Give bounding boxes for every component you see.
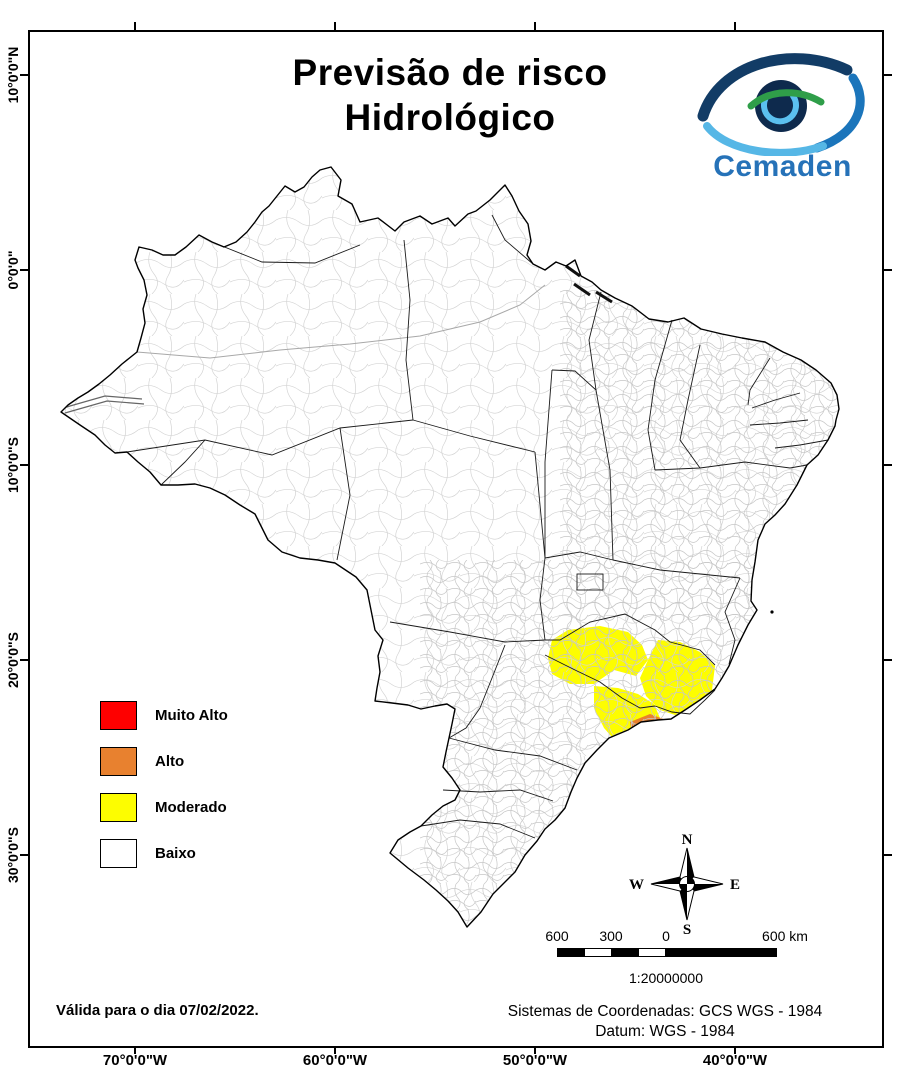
- tick: [884, 659, 892, 661]
- legend-item-baixo: Baixo: [100, 838, 228, 868]
- tick: [884, 464, 892, 466]
- tick: [20, 854, 28, 856]
- alto-label: Alto: [155, 752, 185, 770]
- scale-segment: [611, 948, 639, 957]
- compass-n: N: [682, 832, 693, 848]
- scale-label-0: 0: [662, 928, 670, 944]
- moderado-label: Moderado: [155, 798, 227, 816]
- legend-item-muito-alto: Muito Alto: [100, 700, 228, 730]
- scale-label-300: 300: [599, 928, 623, 944]
- tick: [734, 1046, 736, 1054]
- risk-legend: Muito Alto Alto Moderado Baixo: [100, 700, 228, 884]
- page-title: Previsão de risco Hidrológico: [170, 50, 730, 140]
- legend-item-moderado: Moderado: [100, 792, 228, 822]
- compass-e: E: [730, 877, 740, 893]
- coordinate-system-note: Sistemas de Coordenadas: GCS WGS - 1984 …: [450, 1002, 880, 1042]
- tick: [734, 22, 736, 30]
- abrolhos-island-dot: [770, 610, 774, 614]
- brazil-outline: [60, 166, 840, 928]
- tick: [20, 659, 28, 661]
- scale-label-600-left: 600: [545, 928, 569, 944]
- tick: [134, 22, 136, 30]
- tick: [20, 74, 28, 76]
- tick: [20, 269, 28, 271]
- compass-w: W: [629, 877, 644, 893]
- scale-segment: [665, 948, 777, 957]
- lon-label-50w: 50°0'0"W: [502, 1052, 568, 1069]
- alto-swatch: [100, 746, 137, 776]
- cemaden-logo-graphic: [697, 53, 865, 156]
- map-frame: [28, 30, 884, 1048]
- tick: [20, 464, 28, 466]
- compass-rose: N S W E: [629, 832, 740, 938]
- tick: [334, 1046, 336, 1054]
- tick: [134, 1046, 136, 1054]
- title-line-2: Hidrológico: [344, 97, 556, 138]
- scale-segment: [557, 948, 585, 957]
- cemaden-logo-text: Cemaden: [713, 150, 852, 183]
- tick: [334, 22, 336, 30]
- tick: [884, 854, 892, 856]
- tick: [534, 1046, 536, 1054]
- muito-alto-swatch: [100, 700, 137, 730]
- lon-label-70w: 70°0'0"W: [102, 1052, 168, 1069]
- state-boundaries: [126, 214, 829, 839]
- moderado-swatch: [100, 792, 137, 822]
- baixo-label: Baixo: [155, 844, 196, 862]
- compass-s: S: [683, 922, 691, 938]
- lon-label-60w: 60°0'0"W: [302, 1052, 368, 1069]
- tick: [534, 22, 536, 30]
- legend-item-alto: Alto: [100, 746, 228, 776]
- scale-ratio: 1:20000000: [629, 970, 703, 986]
- coordinate-system-line1: Sistemas de Coordenadas: GCS WGS - 1984: [507, 1003, 823, 1020]
- title-line-1: Previsão de risco: [292, 52, 608, 93]
- scale-segment: [638, 948, 666, 957]
- scale-segment: [584, 948, 612, 957]
- scale-label-600-right: 600 km: [762, 928, 808, 944]
- lon-label-40w: 40°0'0"W: [702, 1052, 768, 1069]
- coordinate-system-line2: Datum: WGS - 1984: [595, 1023, 735, 1040]
- validity-text: Válida para o dia 07/02/2022.: [56, 1002, 259, 1019]
- rivers: [62, 284, 546, 414]
- tick: [884, 74, 892, 76]
- baixo-swatch: [100, 838, 137, 868]
- tick: [884, 269, 892, 271]
- muito-alto-label: Muito Alto: [155, 706, 228, 724]
